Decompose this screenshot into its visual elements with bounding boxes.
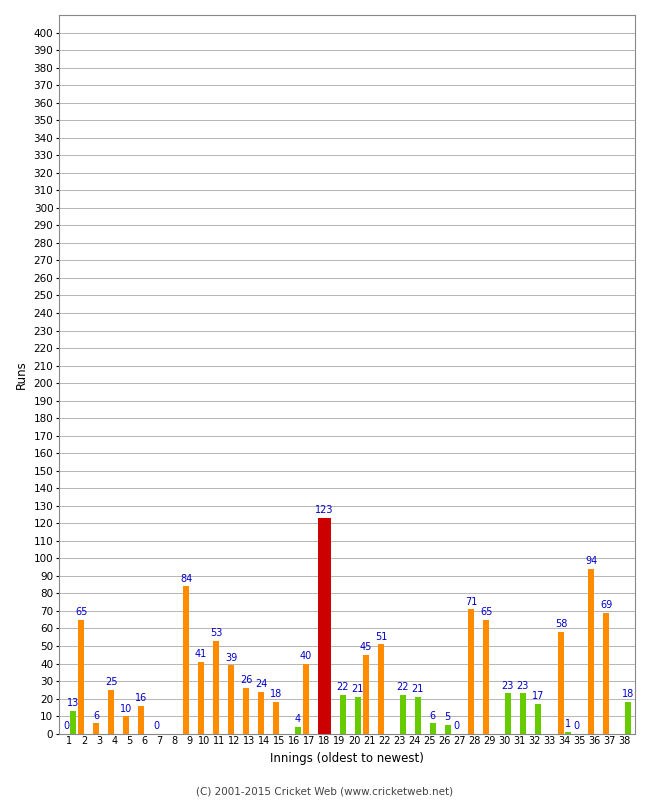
- Bar: [378, 644, 384, 734]
- Bar: [363, 654, 369, 734]
- Bar: [108, 690, 114, 734]
- Text: 4: 4: [294, 714, 301, 724]
- Text: 65: 65: [75, 607, 87, 617]
- Text: 123: 123: [315, 506, 333, 515]
- Text: 53: 53: [210, 628, 222, 638]
- Text: 26: 26: [240, 675, 252, 686]
- Text: (C) 2001-2015 Cricket Web (www.cricketweb.net): (C) 2001-2015 Cricket Web (www.cricketwe…: [196, 786, 454, 796]
- Bar: [415, 697, 421, 734]
- Text: 65: 65: [480, 607, 492, 617]
- Text: 23: 23: [502, 681, 514, 690]
- Text: 22: 22: [396, 682, 409, 693]
- Text: 21: 21: [352, 684, 364, 694]
- Bar: [625, 702, 631, 734]
- Text: 18: 18: [270, 690, 282, 699]
- Text: 0: 0: [453, 721, 459, 731]
- Text: 6: 6: [93, 710, 99, 721]
- Text: 13: 13: [66, 698, 79, 708]
- Bar: [213, 641, 219, 734]
- Text: 21: 21: [411, 684, 424, 694]
- Bar: [243, 688, 249, 734]
- Text: 41: 41: [195, 649, 207, 659]
- Bar: [273, 702, 280, 734]
- Bar: [258, 691, 265, 734]
- Text: 51: 51: [375, 632, 387, 642]
- Bar: [445, 725, 451, 734]
- Text: 45: 45: [360, 642, 372, 652]
- Text: 71: 71: [465, 597, 477, 606]
- Text: 25: 25: [105, 678, 117, 687]
- Bar: [93, 723, 99, 734]
- Bar: [468, 610, 474, 734]
- Bar: [504, 694, 511, 734]
- Bar: [318, 518, 331, 734]
- Text: 84: 84: [180, 574, 192, 584]
- Bar: [558, 632, 564, 734]
- Text: 0: 0: [153, 721, 159, 731]
- Text: 40: 40: [300, 651, 312, 661]
- Bar: [78, 620, 84, 734]
- Bar: [303, 663, 309, 734]
- Bar: [430, 723, 436, 734]
- Bar: [535, 704, 541, 734]
- Text: 94: 94: [585, 556, 597, 566]
- Text: 22: 22: [337, 682, 349, 693]
- Bar: [339, 695, 346, 734]
- Bar: [603, 613, 609, 734]
- Bar: [183, 586, 189, 734]
- Text: 5: 5: [445, 712, 451, 722]
- Bar: [70, 711, 76, 734]
- Bar: [294, 726, 301, 734]
- Text: 0: 0: [573, 721, 579, 731]
- Text: 17: 17: [532, 691, 544, 702]
- Bar: [588, 569, 594, 734]
- Text: 6: 6: [430, 710, 436, 721]
- Bar: [565, 732, 571, 734]
- Text: 18: 18: [621, 690, 634, 699]
- Text: 39: 39: [225, 653, 237, 662]
- Bar: [198, 662, 204, 734]
- X-axis label: Innings (oldest to newest): Innings (oldest to newest): [270, 752, 424, 765]
- Text: 1: 1: [565, 719, 571, 730]
- Text: 16: 16: [135, 693, 147, 703]
- Bar: [519, 694, 526, 734]
- Text: 23: 23: [517, 681, 529, 690]
- Y-axis label: Runs: Runs: [15, 360, 28, 389]
- Bar: [228, 666, 234, 734]
- Bar: [138, 706, 144, 734]
- Text: 58: 58: [555, 619, 567, 630]
- Text: 24: 24: [255, 679, 267, 689]
- Text: 69: 69: [600, 600, 612, 610]
- Bar: [483, 620, 489, 734]
- Text: 0: 0: [63, 721, 69, 731]
- Bar: [123, 716, 129, 734]
- Bar: [400, 695, 406, 734]
- Bar: [355, 697, 361, 734]
- Text: 10: 10: [120, 703, 132, 714]
